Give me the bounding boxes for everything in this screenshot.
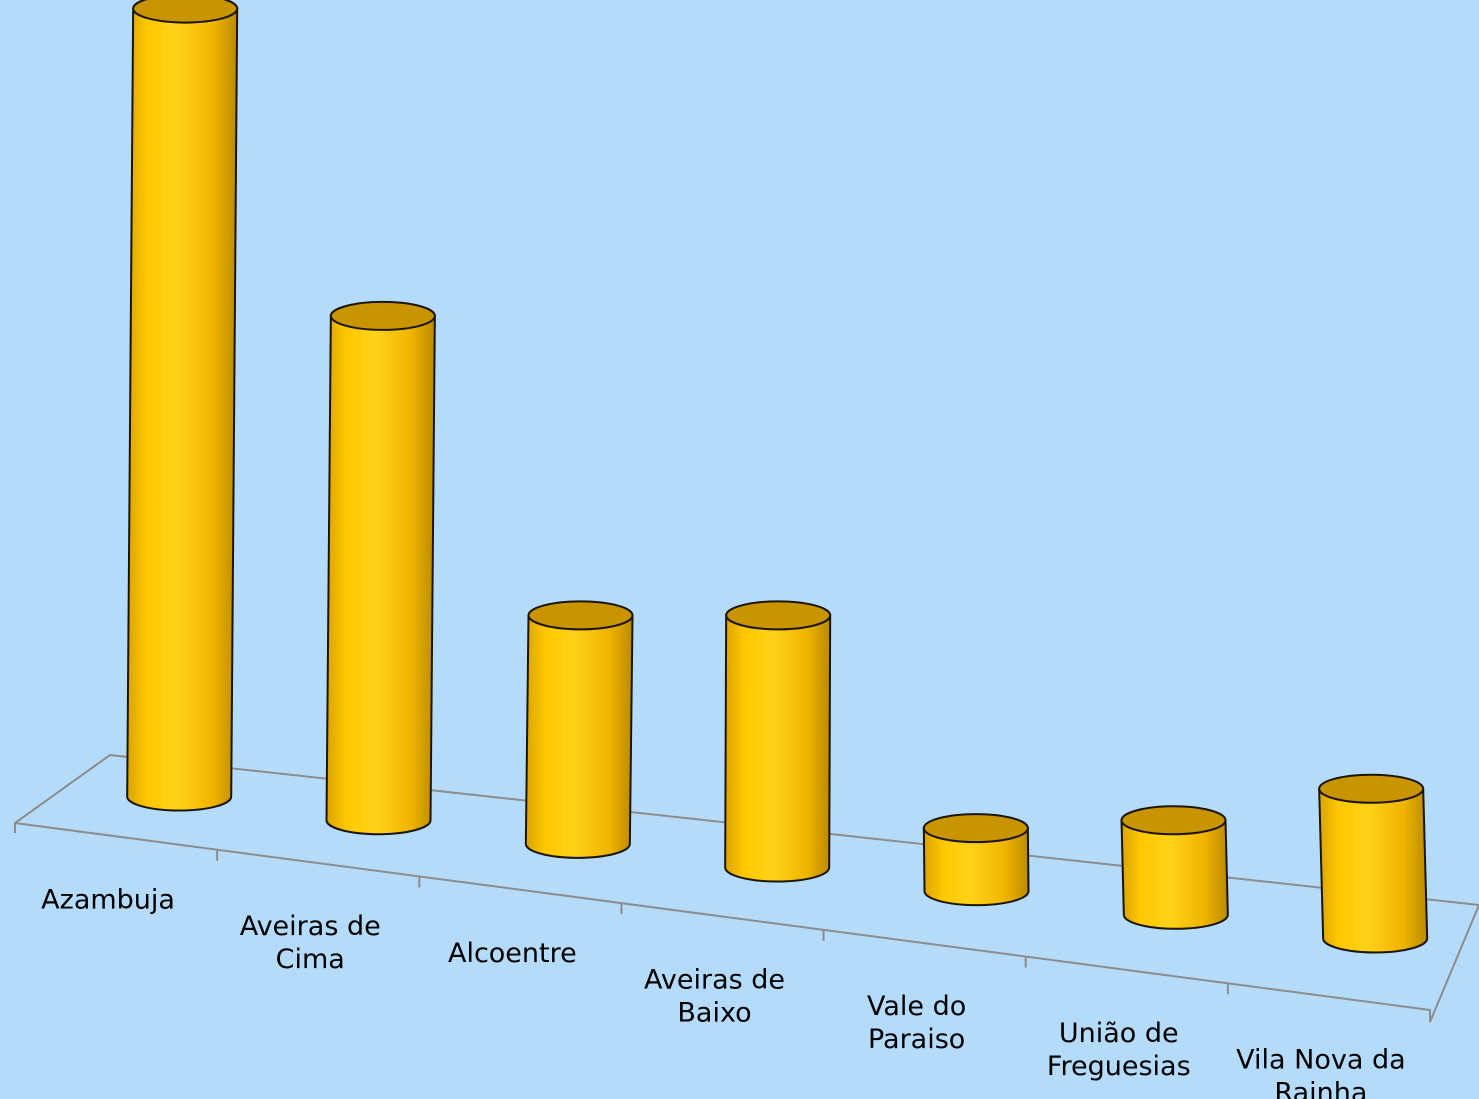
- bar: [724, 600, 832, 883]
- bar: [1318, 773, 1429, 954]
- bar: [126, 0, 239, 812]
- bar-top: [329, 300, 436, 331]
- x-tick-label: Alcoentre: [448, 938, 577, 969]
- bar-top: [725, 600, 832, 631]
- bar-top: [1318, 773, 1425, 804]
- x-axis-ticks: [216, 849, 1229, 995]
- bar-series: [126, 0, 1429, 954]
- bar-body: [922, 827, 1030, 907]
- bar: [1120, 805, 1229, 930]
- bar: [922, 813, 1030, 907]
- bar-top: [132, 0, 239, 24]
- bar: [524, 600, 634, 859]
- x-tick-label: Azambuja: [41, 884, 175, 915]
- bar-body: [325, 314, 436, 836]
- bar-top: [922, 813, 1029, 844]
- floor-front-edge: [14, 822, 1479, 1023]
- x-axis-tick-labels: Azambuja Aveiras de Cima Alcoentre Aveiras d…: [41, 884, 1406, 1099]
- x-tick-label: União de Freguesias: [1047, 1018, 1191, 1082]
- x-tick-label: Vila Nova da Rainha: [1236, 1045, 1406, 1099]
- bar-body: [724, 614, 832, 883]
- bar-top: [527, 600, 634, 631]
- bar: [325, 300, 436, 836]
- bar-body: [1120, 819, 1229, 930]
- bar-body: [1318, 787, 1429, 954]
- bar-body: [126, 7, 239, 812]
- x-tick-label: Aveiras de Baixo: [644, 965, 785, 1029]
- bar-body: [524, 614, 634, 859]
- x-tick-label: Aveiras de Cima: [240, 911, 381, 975]
- x-tick-label: Vale do Paraiso: [867, 991, 966, 1055]
- bar-top: [1120, 805, 1227, 836]
